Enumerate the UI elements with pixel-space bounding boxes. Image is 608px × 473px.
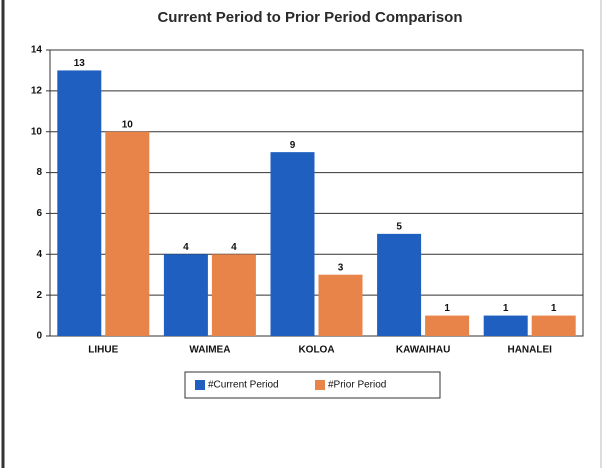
bar — [270, 152, 315, 336]
x-tick-label: KAWAIHAU — [396, 345, 450, 356]
y-tick-label: 0 — [36, 331, 42, 342]
bar — [531, 315, 576, 336]
data-label: 1 — [503, 303, 509, 314]
data-label: 10 — [122, 119, 134, 130]
x-tick-label: HANALEI — [507, 345, 552, 356]
chart-title: Current Period to Prior Period Compariso… — [157, 9, 462, 26]
bar — [483, 315, 528, 336]
bar — [163, 254, 208, 336]
data-label: 9 — [290, 140, 296, 151]
legend-box — [184, 371, 441, 399]
x-tick-label: KOLOA — [298, 345, 334, 356]
y-tick-label: 2 — [36, 290, 42, 301]
data-label: 13 — [74, 58, 86, 69]
y-tick-label: 4 — [36, 249, 42, 260]
legend-swatch — [195, 380, 205, 390]
y-tick-label: 8 — [36, 167, 42, 178]
y-tick-label: 14 — [31, 45, 43, 56]
x-tick-label: WAIMEA — [189, 345, 230, 356]
bar — [211, 254, 256, 336]
y-tick-label: 12 — [31, 85, 43, 96]
x-tick-label: LIHUE — [88, 345, 118, 356]
bar — [377, 233, 422, 336]
data-label: 1 — [551, 303, 557, 314]
data-label: 4 — [231, 242, 237, 253]
bar — [318, 274, 363, 336]
data-label: 5 — [396, 221, 402, 232]
legend-label: #Current Period — [208, 380, 279, 391]
y-tick-label: 10 — [31, 126, 43, 137]
legend-swatch — [315, 380, 325, 390]
data-label: 1 — [444, 303, 450, 314]
data-label: 3 — [338, 262, 344, 273]
y-tick-label: 6 — [36, 208, 42, 219]
bar — [425, 315, 470, 336]
bar — [57, 70, 102, 336]
bar — [105, 131, 150, 336]
data-label: 4 — [183, 242, 189, 253]
legend-label: #Prior Period — [328, 380, 386, 391]
